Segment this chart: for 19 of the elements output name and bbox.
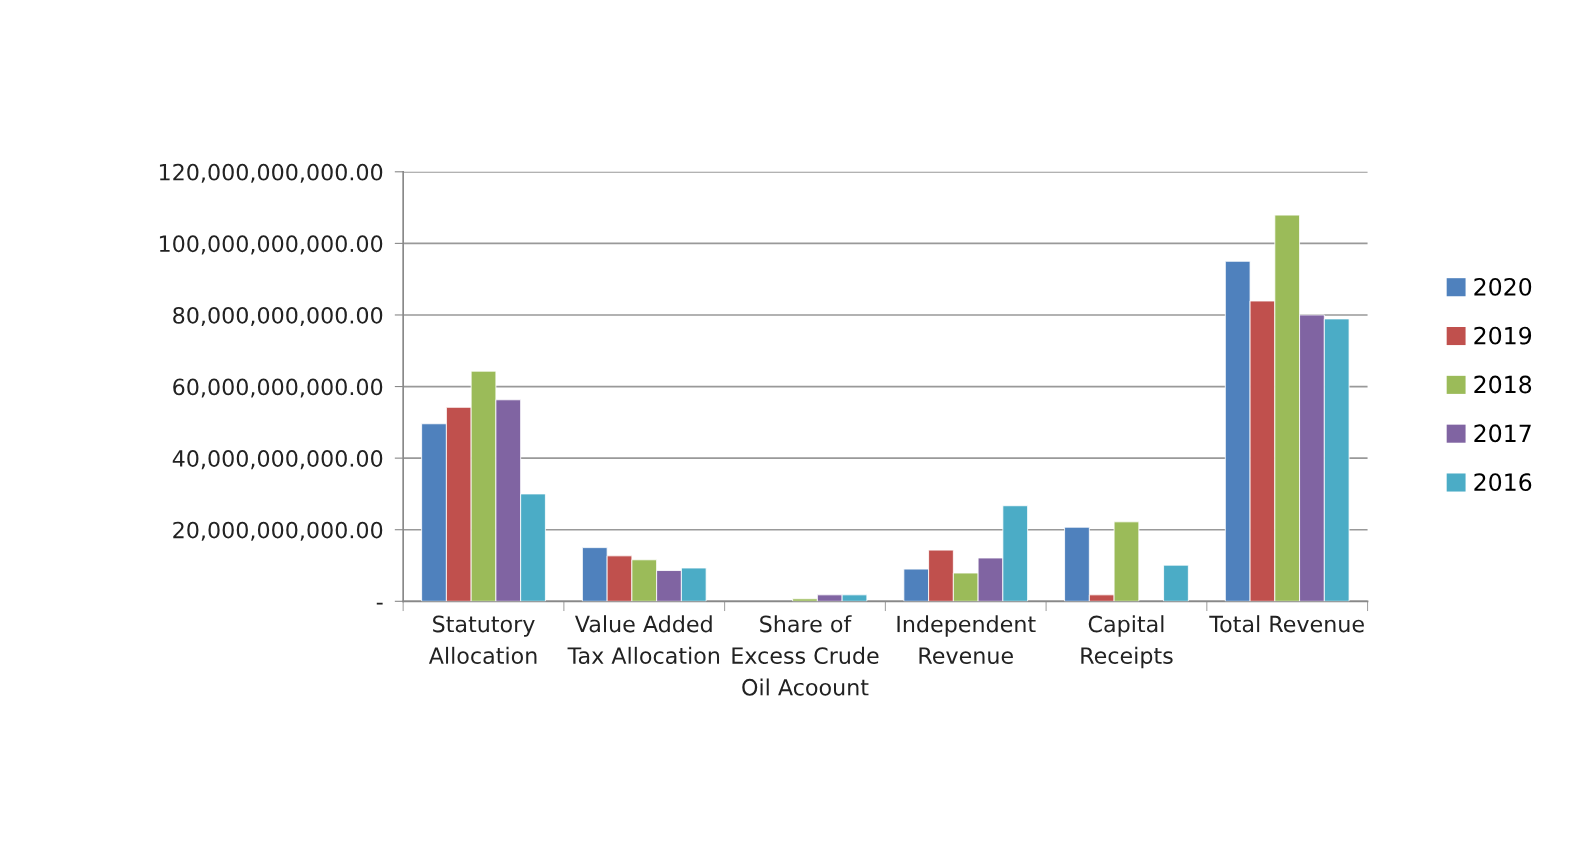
x-tick-label: Total Revenue (1209, 615, 1364, 633)
legend-label: 2019 (1474, 326, 1532, 345)
x-tick-label: Share of Excess Crude Oil Acoount (732, 615, 879, 696)
y-tick-label: - (376, 602, 383, 605)
bar (1163, 564, 1189, 602)
y-tick-label: 40,000,000,000.00 (172, 450, 383, 470)
y-tick-label: 80,000,000,000.00 (173, 306, 383, 326)
x-tick-label: Capital Receipts (1081, 615, 1173, 669)
x-tick-label: Value Added Tax Allocation (567, 615, 720, 665)
y-tick-label: 120,000,000,000.00 (159, 163, 383, 183)
legend-label: 2018 (1474, 375, 1532, 394)
x-tick-label: Independent Revenue (897, 615, 1036, 665)
x-tick-label: Statutory Allocation (428, 615, 537, 665)
legend-label: 2020 (1474, 277, 1532, 296)
y-tick-label: 60,000,000,000.00 (173, 378, 383, 398)
legend-label: 2017 (1474, 424, 1531, 443)
y-tick-label: 100,000,000,000.00 (159, 235, 383, 255)
y-tick-label: 20,000,000,000.00 (173, 521, 383, 541)
legend-label: 2016 (1474, 473, 1532, 492)
